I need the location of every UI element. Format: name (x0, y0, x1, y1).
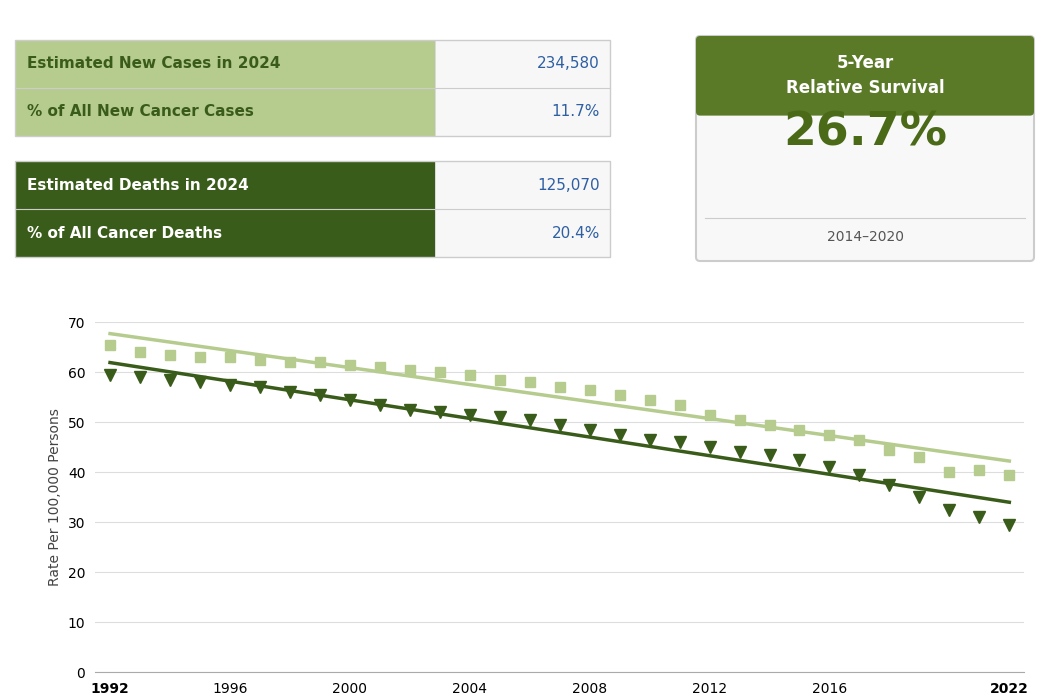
FancyBboxPatch shape (15, 161, 435, 209)
FancyBboxPatch shape (435, 88, 610, 136)
Rate of New Cases (823, 430, 835, 439)
Rate of New Cases (164, 350, 176, 358)
Rate of New Cases (643, 395, 656, 404)
Death Rate (374, 400, 386, 409)
Rate of New Cases (973, 466, 985, 474)
FancyBboxPatch shape (15, 40, 435, 88)
Line: Rate of New Cases: Rate of New Cases (106, 340, 1014, 480)
Death Rate (164, 375, 176, 384)
FancyBboxPatch shape (435, 209, 610, 257)
Death Rate (553, 420, 566, 428)
Death Rate (853, 470, 866, 479)
Death Rate (973, 513, 985, 522)
Text: 26.7%: 26.7% (782, 111, 947, 156)
Rate of New Cases (464, 370, 476, 379)
Text: 2014–2020: 2014–2020 (827, 230, 904, 244)
Text: Estimated New Cases in 2024: Estimated New Cases in 2024 (27, 57, 281, 71)
Death Rate (583, 426, 596, 434)
Text: 125,070: 125,070 (538, 178, 600, 193)
FancyBboxPatch shape (700, 76, 1030, 111)
Death Rate (403, 405, 416, 414)
Rate of New Cases (284, 358, 297, 366)
Rate of New Cases (703, 410, 716, 419)
Rate of New Cases (253, 356, 266, 364)
Death Rate (913, 493, 926, 501)
FancyBboxPatch shape (696, 36, 1034, 261)
Rate of New Cases (614, 391, 626, 399)
Death Rate (524, 415, 536, 424)
Rate of New Cases (583, 385, 596, 393)
Rate of New Cases (134, 348, 147, 356)
Death Rate (253, 383, 266, 391)
Text: 5-Year
Relative Survival: 5-Year Relative Survival (786, 55, 944, 97)
Rate of New Cases (553, 383, 566, 391)
Rate of New Cases (433, 368, 446, 376)
FancyBboxPatch shape (696, 36, 1034, 116)
Rate of New Cases (1003, 470, 1016, 479)
Death Rate (943, 505, 956, 514)
Death Rate (823, 463, 835, 471)
Line: Death Rate: Death Rate (105, 369, 1015, 530)
Death Rate (763, 450, 776, 459)
Rate of New Cases (793, 426, 806, 434)
Rate of New Cases (493, 375, 506, 384)
Rate of New Cases (674, 400, 686, 409)
Text: 11.7%: 11.7% (551, 104, 600, 120)
Death Rate (464, 410, 476, 419)
Death Rate (284, 388, 297, 396)
Death Rate (674, 438, 686, 446)
FancyBboxPatch shape (435, 40, 610, 88)
Death Rate (1003, 520, 1016, 528)
Death Rate (433, 408, 446, 416)
Death Rate (793, 455, 806, 463)
Death Rate (314, 391, 326, 399)
Rate of New Cases (403, 365, 416, 374)
Death Rate (193, 378, 206, 386)
Rate of New Cases (224, 353, 237, 361)
Y-axis label: Rate Per 100,000 Persons: Rate Per 100,000 Persons (49, 408, 62, 586)
Death Rate (614, 430, 626, 439)
Rate of New Cases (193, 353, 206, 361)
Death Rate (493, 413, 506, 421)
Text: % of All New Cancer Cases: % of All New Cancer Cases (27, 104, 253, 120)
Death Rate (343, 395, 356, 404)
Rate of New Cases (763, 420, 776, 428)
Rate of New Cases (524, 378, 536, 386)
Rate of New Cases (943, 468, 956, 476)
Rate of New Cases (343, 360, 356, 369)
Death Rate (134, 373, 147, 382)
Death Rate (883, 480, 895, 489)
Death Rate (733, 448, 746, 456)
Death Rate (643, 435, 656, 444)
Death Rate (703, 443, 716, 452)
FancyBboxPatch shape (435, 161, 610, 209)
Death Rate (224, 380, 237, 389)
Text: Estimated Deaths in 2024: Estimated Deaths in 2024 (27, 178, 249, 193)
Text: 20.4%: 20.4% (551, 225, 600, 241)
Rate of New Cases (733, 415, 746, 424)
FancyBboxPatch shape (15, 209, 435, 257)
FancyBboxPatch shape (15, 88, 435, 136)
Rate of New Cases (883, 445, 895, 454)
Text: 234,580: 234,580 (538, 57, 600, 71)
Rate of New Cases (103, 340, 116, 349)
Rate of New Cases (913, 453, 926, 461)
Death Rate (103, 370, 116, 379)
Rate of New Cases (374, 363, 386, 371)
Text: % of All Cancer Deaths: % of All Cancer Deaths (27, 225, 222, 241)
Rate of New Cases (853, 435, 866, 444)
Rate of New Cases (314, 358, 326, 366)
